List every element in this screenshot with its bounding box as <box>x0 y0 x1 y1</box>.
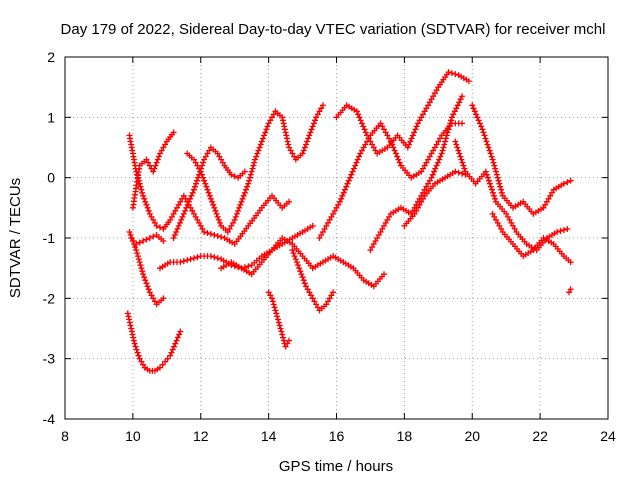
plus-markers <box>333 69 472 157</box>
axis-ticks <box>64 56 609 420</box>
y-tick-label: -4 <box>43 411 56 427</box>
x-tick-label: 12 <box>193 428 209 444</box>
series-sat-m <box>333 69 472 157</box>
y-tick-label: -3 <box>43 351 56 367</box>
series-sat-q <box>469 102 574 217</box>
plus-markers <box>289 247 337 314</box>
plus-markers <box>452 138 571 254</box>
x-tick-label: 22 <box>532 428 548 444</box>
plus-markers <box>126 132 292 247</box>
y-tick-label: 2 <box>47 49 55 65</box>
plus-markers <box>170 144 248 241</box>
series-sat-o <box>401 168 469 229</box>
y-tick-label: 1 <box>47 109 55 125</box>
plus-markers <box>401 168 469 229</box>
x-tick-label: 18 <box>397 428 413 444</box>
plus-markers <box>566 286 574 296</box>
plus-markers <box>489 210 574 266</box>
x-tick-label: 8 <box>61 428 69 444</box>
series-sat-s <box>566 286 574 296</box>
series-sat-i <box>218 235 388 290</box>
plus-markers <box>128 232 167 247</box>
series-sat-k <box>289 247 337 314</box>
plus-markers <box>265 289 292 350</box>
plus-markers <box>218 235 388 290</box>
series-sat-c <box>124 310 184 374</box>
series-sat-h <box>184 102 326 235</box>
series-sat-p <box>452 138 571 254</box>
series-sat-d <box>129 129 177 211</box>
chart-title: Day 179 of 2022, Sidereal Day-to-day VTE… <box>61 21 606 38</box>
series-sat-r <box>489 210 574 266</box>
plus-markers <box>469 102 574 217</box>
y-tick-label: 0 <box>47 170 55 186</box>
series-sat-a <box>126 132 292 247</box>
x-tick-label: 20 <box>464 428 480 444</box>
series-sat-n <box>367 93 466 254</box>
x-axis-label: GPS time / hours <box>279 458 393 475</box>
x-tick-label: 10 <box>125 428 141 444</box>
plus-markers <box>129 129 177 211</box>
x-tick-labels: 8 10 12 14 16 18 20 22 24 <box>61 428 616 444</box>
y-tick-label: -1 <box>43 230 56 246</box>
plus-markers <box>367 93 466 254</box>
x-tick-label: 16 <box>329 428 345 444</box>
x-tick-label: 24 <box>600 428 616 444</box>
x-tick-label: 14 <box>261 428 277 444</box>
data-points <box>124 69 574 374</box>
y-tick-label: -2 <box>43 290 56 306</box>
series-sat-j <box>265 289 292 350</box>
y-axis-label: SDTVAR / TECUs <box>7 178 24 298</box>
series-sat-e <box>128 232 167 247</box>
y-tick-labels: -4 -3 -2 -1 0 1 2 <box>43 49 56 427</box>
plus-markers <box>124 310 184 374</box>
plus-markers <box>184 102 326 235</box>
series-sat-g <box>170 144 248 241</box>
